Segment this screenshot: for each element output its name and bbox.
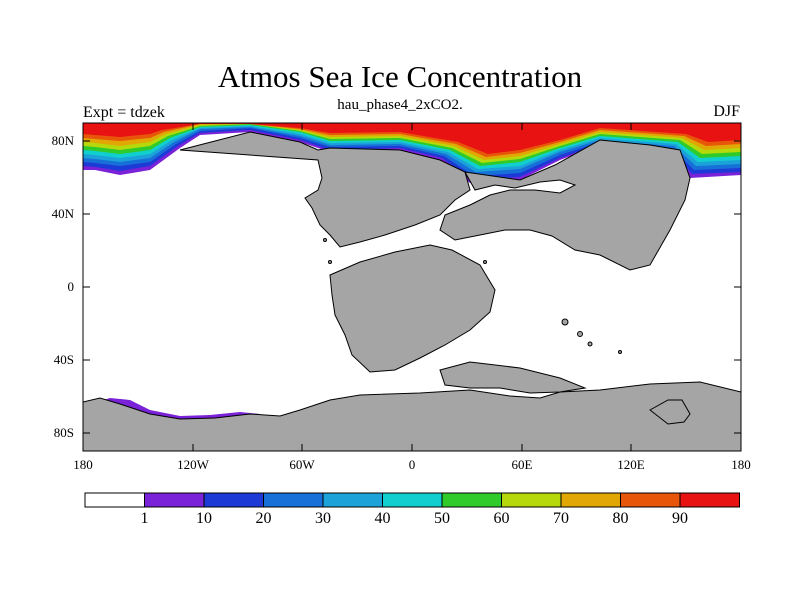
colorbar-label-40: 40 xyxy=(374,510,391,527)
map-subtitle: hau_phase4_2xCO2. xyxy=(337,97,463,113)
colorbar-box-1 xyxy=(144,492,205,508)
lon-label-60e: 60E xyxy=(511,457,533,472)
lat-label-80n: 80N xyxy=(51,133,74,148)
longitude-ticks xyxy=(192,123,632,451)
colorbar-box-4 xyxy=(322,492,383,508)
south-american-african-landmass xyxy=(329,244,496,373)
colorbar-label-30: 30 xyxy=(315,510,331,527)
southern-island xyxy=(649,399,691,425)
lon-label-180w: 180 xyxy=(73,457,93,472)
colorbar-label-90: 90 xyxy=(672,510,688,527)
map-title: Atmos Sea Ice Concentration xyxy=(217,59,583,94)
small-islands xyxy=(323,238,622,354)
lat-label-40s: 40S xyxy=(53,352,74,367)
colorbar-box-0 xyxy=(84,492,145,508)
colorbar-box-7 xyxy=(501,492,562,508)
lon-label-60w: 60W xyxy=(289,457,315,472)
map-plot-area xyxy=(83,123,741,451)
colorbar-label-10: 10 xyxy=(196,510,212,527)
lon-label-120w: 120W xyxy=(177,457,209,472)
north-american-landmass xyxy=(179,131,471,248)
colorbar-label-50: 50 xyxy=(434,510,450,527)
lon-label-180e: 180 xyxy=(731,457,751,472)
colorbar-box-5 xyxy=(382,492,443,508)
colorbar-label-70: 70 xyxy=(553,510,569,527)
colorbar-label-20: 20 xyxy=(255,510,272,527)
lat-label-40n: 40N xyxy=(51,206,74,221)
colorbar-label-80: 80 xyxy=(612,510,629,527)
eurasian-landmass xyxy=(439,139,691,271)
latitude-ticks xyxy=(83,140,741,434)
colorbar-box-6 xyxy=(441,492,502,508)
lat-label-0: 0 xyxy=(67,279,75,294)
lon-label-0: 0 xyxy=(408,457,416,472)
colorbar-box-10 xyxy=(679,492,740,508)
colorbar-label-1: 1 xyxy=(140,510,149,527)
colorbar-box-8 xyxy=(560,492,621,508)
colorbar-box-3 xyxy=(263,492,324,508)
colorbar-box-2 xyxy=(203,492,264,508)
land-masses xyxy=(83,131,741,451)
eastern-ocean-island xyxy=(439,361,587,394)
colorbar-box-9 xyxy=(620,492,681,508)
lat-label-80s: 80S xyxy=(53,425,74,440)
antarctic-landmass xyxy=(83,381,741,451)
colorbar-label-60: 60 xyxy=(493,510,510,527)
season-label: DJF xyxy=(713,103,740,120)
colorbar xyxy=(84,492,740,508)
lon-label-120e: 120E xyxy=(617,457,645,472)
experiment-label: Expt = tdzek xyxy=(83,104,165,121)
